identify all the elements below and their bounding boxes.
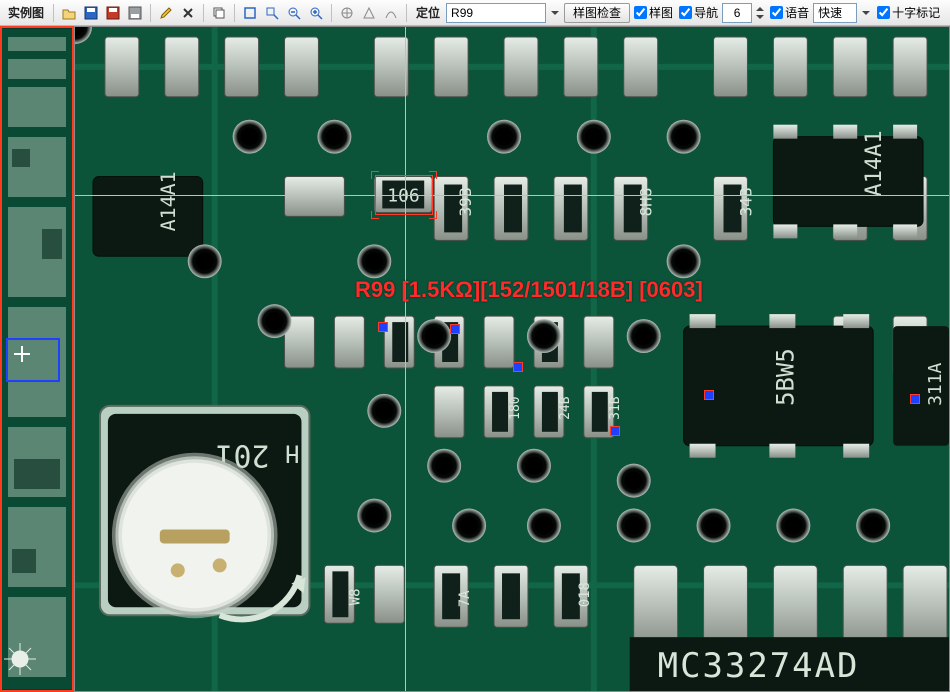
voice-checkbox-input[interactable]	[770, 6, 783, 19]
svg-text:180: 180	[508, 396, 523, 419]
sample-check-button[interactable]: 样图检查	[564, 3, 630, 23]
sample-checkbox[interactable]: 样图	[632, 4, 675, 21]
tool-b-icon[interactable]	[359, 3, 379, 23]
zoom-in-icon[interactable]	[306, 3, 326, 23]
thumbnail-navigator[interactable]	[0, 26, 74, 692]
svg-text:24B: 24B	[558, 396, 573, 420]
sample-checkbox-input[interactable]	[634, 6, 647, 19]
open-icon[interactable]	[59, 3, 79, 23]
svg-text:5BW5: 5BW5	[771, 348, 799, 406]
svg-text:311A: 311A	[925, 362, 946, 405]
svg-text:106: 106	[387, 185, 419, 206]
title-label: 实例图	[4, 4, 48, 21]
separator	[53, 4, 54, 22]
disk-icon[interactable]	[125, 3, 145, 23]
toolbar: 实例图 定位	[0, 0, 950, 26]
crosshair-checkbox-label: 十字标记	[892, 4, 940, 21]
svg-text:34B: 34B	[736, 188, 755, 217]
nav-checkbox-label: 导航	[694, 4, 718, 21]
svg-text:39B: 39B	[456, 188, 475, 217]
edit-icon[interactable]	[156, 3, 176, 23]
nav-checkbox[interactable]: 导航	[677, 4, 720, 21]
svg-text:MC33274AD: MC33274AD	[658, 646, 860, 685]
crosshair-checkbox[interactable]: 十字标记	[875, 4, 942, 21]
zoom-out-icon[interactable]	[284, 3, 304, 23]
delete-icon[interactable]	[178, 3, 198, 23]
speed-dropdown-icon[interactable]	[859, 3, 873, 23]
locate-label: 定位	[412, 4, 444, 21]
voice-checkbox-label: 语音	[785, 4, 809, 21]
svg-text:31B: 31B	[608, 396, 623, 420]
separator	[203, 4, 204, 22]
voice-checkbox[interactable]: 语音	[768, 4, 811, 21]
nav-value-input[interactable]	[722, 3, 752, 23]
thumbnail-viewport-box[interactable]	[6, 338, 60, 382]
workspace: 39B 8H8 34B	[0, 26, 950, 692]
separator	[406, 4, 407, 22]
tool-a-icon[interactable]	[337, 3, 357, 23]
svg-text:018: 018	[577, 582, 593, 607]
svg-text:A14A1: A14A1	[156, 171, 180, 231]
crosshair-checkbox-input[interactable]	[877, 6, 890, 19]
save-red-icon[interactable]	[103, 3, 123, 23]
svg-text:A14A1: A14A1	[862, 130, 887, 196]
zoom-fit-icon[interactable]	[240, 3, 260, 23]
save-blue-icon[interactable]	[81, 3, 101, 23]
svg-text:W8: W8	[347, 588, 363, 605]
svg-text:7A: 7A	[457, 590, 473, 607]
separator	[150, 4, 151, 22]
nav-checkbox-input[interactable]	[679, 6, 692, 19]
nav-stepper[interactable]	[754, 3, 766, 23]
zoom-region-icon[interactable]	[262, 3, 282, 23]
locate-input[interactable]	[446, 3, 546, 23]
sample-checkbox-label: 样图	[649, 4, 673, 21]
locate-dropdown-icon[interactable]	[548, 3, 562, 23]
tool-c-icon[interactable]	[381, 3, 401, 23]
svg-text:H: H	[285, 440, 299, 468]
separator	[234, 4, 235, 22]
pcb-render: 39B 8H8 34B	[75, 27, 949, 691]
copy-icon[interactable]	[209, 3, 229, 23]
main-view[interactable]: 39B 8H8 34B	[74, 26, 950, 692]
separator	[331, 4, 332, 22]
speed-input[interactable]	[813, 3, 857, 23]
svg-text:8H8: 8H8	[637, 188, 656, 217]
